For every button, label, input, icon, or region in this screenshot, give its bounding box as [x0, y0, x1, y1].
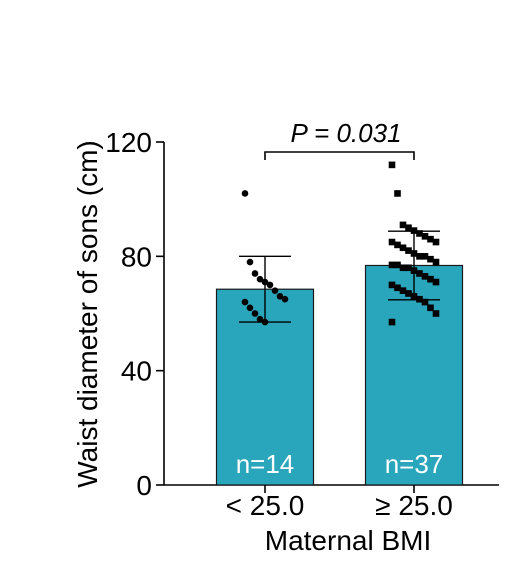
y-tick-label: 0	[136, 470, 152, 501]
data-point	[388, 238, 396, 246]
error-bars	[239, 230, 440, 323]
sample-size-label: n=14	[236, 449, 295, 479]
data-point	[421, 273, 429, 280]
data-point	[388, 281, 396, 289]
data-point	[388, 318, 396, 326]
data-point	[421, 233, 429, 240]
data-point	[410, 267, 418, 274]
data-point	[416, 253, 423, 260]
significance-bracket: P = 0.031	[264, 118, 415, 160]
data-point	[246, 258, 254, 266]
data-point	[432, 310, 440, 317]
y-axis-label: Waist diameter of sons (cm)	[72, 140, 103, 487]
data-point	[405, 264, 412, 272]
data-point	[261, 318, 269, 326]
data-point	[266, 281, 274, 289]
data-point	[241, 190, 249, 197]
data-point	[271, 287, 279, 294]
data-point	[399, 244, 407, 252]
x-axis-label: Maternal BMI	[265, 525, 432, 556]
bracket-line	[264, 151, 415, 160]
data-point	[399, 264, 407, 272]
data-point	[427, 304, 434, 312]
data-point	[416, 270, 423, 277]
data-point	[427, 255, 434, 263]
data-point	[410, 227, 418, 234]
data-point	[405, 224, 412, 232]
data-point	[399, 221, 407, 229]
data-point	[261, 278, 269, 286]
y-ticks: 0 40 80 120	[105, 127, 164, 501]
data-points	[241, 161, 440, 326]
sample-size-label: n=37	[385, 449, 444, 479]
data-point	[427, 235, 434, 243]
data-point	[394, 241, 401, 249]
data-point	[388, 161, 396, 169]
y-tick-label: 40	[121, 356, 152, 387]
data-point	[251, 270, 259, 277]
y-tick-label: 120	[105, 127, 152, 158]
y-tick-label: 80	[121, 241, 152, 272]
data-point	[394, 284, 401, 292]
data-point	[416, 230, 423, 237]
data-point	[421, 253, 429, 260]
data-point	[276, 293, 284, 300]
data-point	[432, 278, 440, 286]
data-point	[256, 275, 264, 283]
data-point	[410, 293, 418, 300]
x-tick-label: ≥ 25.0	[375, 490, 453, 521]
data-point	[246, 304, 254, 312]
bars: n=14 n=37	[215, 264, 464, 486]
data-point	[427, 275, 434, 283]
data-point	[394, 190, 401, 197]
data-point	[281, 295, 289, 303]
data-point	[256, 315, 264, 323]
data-point	[405, 247, 412, 254]
data-point	[399, 287, 407, 294]
data-point	[416, 295, 423, 303]
data-point	[410, 250, 418, 257]
data-point	[251, 310, 259, 317]
bar	[364, 264, 464, 486]
data-point	[388, 261, 396, 269]
data-point	[432, 258, 440, 266]
data-point	[241, 298, 249, 306]
x-tick-label: < 25.0	[226, 490, 305, 521]
data-point	[405, 290, 412, 297]
x-ticks: < 25.0 ≥ 25.0	[226, 485, 453, 521]
p-value-annotation: P = 0.031	[290, 118, 401, 148]
data-point	[394, 261, 401, 269]
data-point	[421, 298, 429, 306]
data-point	[432, 238, 440, 246]
